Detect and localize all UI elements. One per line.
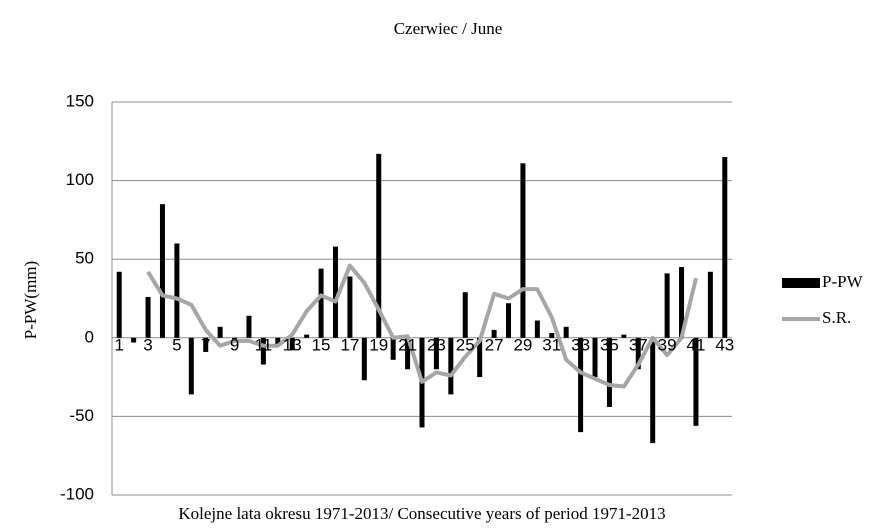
x-tick-label: 25	[456, 335, 475, 354]
bar	[376, 153, 382, 338]
x-tick-label: 41	[686, 335, 705, 354]
bar	[131, 337, 137, 343]
bar	[390, 337, 396, 360]
x-tick-label: 1	[114, 335, 123, 354]
bar	[260, 337, 266, 365]
bar	[635, 337, 641, 370]
bar	[232, 337, 238, 340]
bar	[563, 326, 569, 338]
x-tick-label: 29	[513, 335, 532, 354]
y-axis-label: P-PW(mm)	[21, 261, 40, 339]
x-tick-label: 9	[230, 335, 239, 354]
bar	[174, 243, 180, 338]
bar	[361, 337, 367, 381]
bar	[707, 271, 713, 338]
x-tick-label: 17	[340, 335, 359, 354]
x-tick-label: 15	[312, 335, 331, 354]
x-tick-label: 27	[485, 335, 504, 354]
bar	[332, 246, 338, 338]
x-axis-label: Kolejne lata okresu 1971-2013/ Consecuti…	[178, 504, 665, 523]
x-tick-label: 7	[201, 335, 210, 354]
bar	[289, 337, 295, 351]
y-tick-label: -50	[69, 406, 94, 425]
bar	[679, 267, 685, 338]
x-tick-label: 5	[172, 335, 181, 354]
y-tick-label: -100	[60, 484, 94, 503]
bar	[722, 157, 728, 338]
x-tick-label: 37	[629, 335, 648, 354]
x-tick-label: 19	[369, 335, 388, 354]
bar	[606, 337, 612, 407]
bar	[188, 337, 194, 395]
y-tick-label: 150	[66, 91, 94, 110]
bar	[448, 337, 454, 395]
x-tick-label: 13	[283, 335, 302, 354]
bar	[506, 303, 512, 338]
x-tick-label: 23	[427, 335, 446, 354]
y-tick-label: 50	[75, 249, 94, 268]
x-tick-label: 33	[571, 335, 590, 354]
bar	[318, 268, 324, 338]
x-tick-label: 39	[658, 335, 677, 354]
chart-title: Czerwiec / June	[394, 19, 503, 38]
bar	[592, 337, 598, 378]
x-tick-label: 43	[715, 335, 734, 354]
bar	[462, 292, 468, 338]
bar	[203, 337, 209, 352]
x-tick-label: 11	[255, 335, 273, 354]
x-tick-label: 35	[600, 335, 619, 354]
bar	[650, 337, 656, 444]
bar	[534, 320, 540, 338]
bar	[664, 273, 670, 338]
y-tick-label: 0	[85, 327, 94, 346]
line	[146, 263, 698, 389]
bar	[145, 296, 151, 338]
bar	[520, 163, 526, 338]
bar	[347, 276, 353, 338]
bar	[275, 337, 281, 346]
bar	[116, 271, 122, 338]
x-tick-label: 21	[398, 335, 417, 354]
y-tick-label: 100	[66, 170, 94, 189]
bar	[578, 337, 584, 433]
bar	[491, 329, 497, 338]
legend-label: P-PW	[822, 272, 864, 291]
bar	[621, 334, 627, 338]
bar	[304, 334, 310, 338]
legend-swatch	[782, 278, 820, 288]
bar	[159, 204, 165, 338]
bar	[693, 337, 699, 426]
bar	[433, 337, 439, 370]
bar	[549, 333, 555, 338]
bar	[217, 326, 223, 338]
bar	[477, 337, 483, 378]
bar	[405, 337, 411, 370]
bar	[246, 315, 252, 338]
legend-label: S.R.	[822, 308, 851, 327]
x-tick-label: 3	[143, 335, 152, 354]
x-tick-label: 31	[542, 335, 561, 354]
